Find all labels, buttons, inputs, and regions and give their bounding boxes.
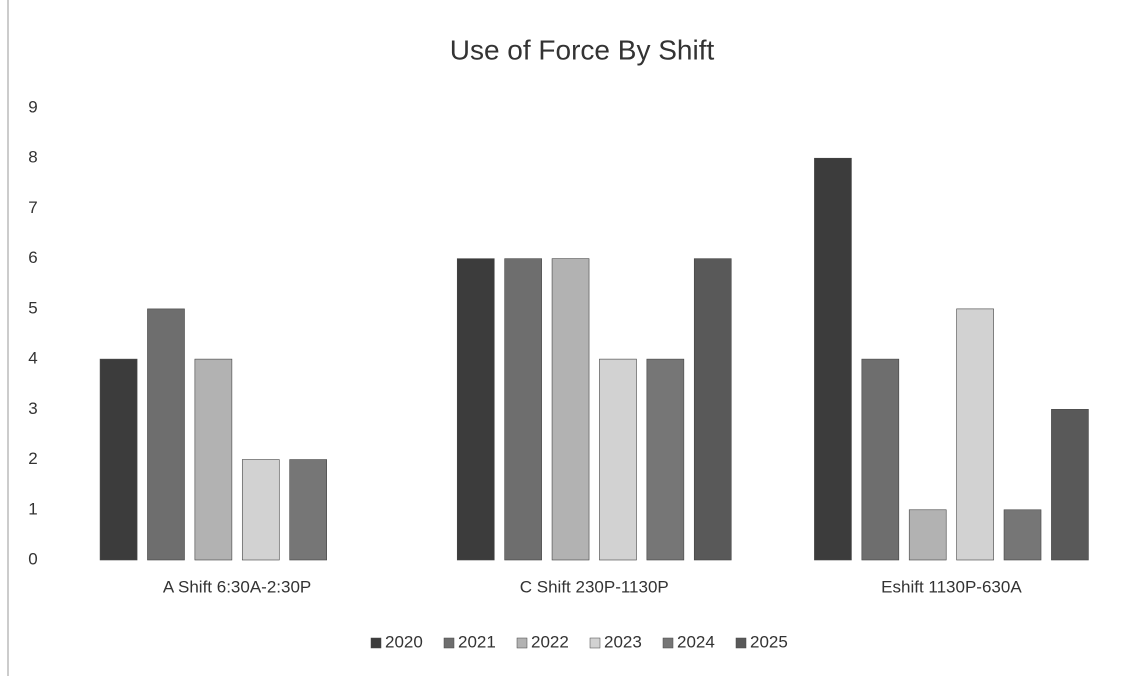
y-tick-label: 9 (28, 97, 37, 116)
y-tick-label: 4 (28, 349, 37, 368)
bar (1051, 409, 1089, 561)
bar (646, 358, 685, 561)
x-tick-label: C Shift 230P-1130P (520, 577, 669, 596)
y-tick-label: 1 (28, 499, 37, 518)
legend-swatch (443, 637, 455, 649)
bar (861, 358, 900, 561)
y-tick-label: 0 (28, 549, 37, 568)
legend-label: 2020 (385, 632, 423, 651)
bar (99, 358, 138, 561)
bar (693, 258, 732, 561)
legend-label: 2023 (604, 632, 642, 651)
y-tick-label: 3 (28, 399, 37, 418)
y-tick-label: 7 (28, 198, 37, 217)
legend-swatch (589, 637, 601, 649)
chart-title: Use of Force By Shift (450, 34, 715, 65)
bar (1003, 509, 1042, 561)
legend-swatch (662, 637, 674, 649)
bar (147, 308, 185, 561)
legend-swatch (516, 637, 528, 649)
legend-label: 2025 (750, 632, 788, 651)
bar (241, 459, 280, 561)
bar (956, 308, 994, 561)
y-tick-label: 6 (28, 248, 37, 267)
y-tick-label: 5 (28, 298, 37, 317)
legend-label: 2022 (531, 632, 569, 651)
x-tick-label: A Shift 6:30A-2:30P (163, 577, 311, 596)
legend-label: 2021 (458, 632, 496, 651)
y-tick-label: 8 (28, 148, 37, 167)
bar (599, 358, 637, 561)
bar (908, 509, 947, 561)
legend-label: 2024 (677, 632, 715, 651)
bar (289, 459, 327, 561)
x-tick-label: Eshift 1130P-630A (881, 577, 1022, 596)
legend-swatch (370, 637, 382, 649)
bar (456, 258, 495, 561)
bar (504, 258, 542, 561)
bar (814, 157, 852, 561)
bar (194, 358, 233, 561)
bar (551, 258, 590, 561)
legend-swatch (735, 637, 747, 649)
y-tick-label: 2 (28, 449, 37, 468)
